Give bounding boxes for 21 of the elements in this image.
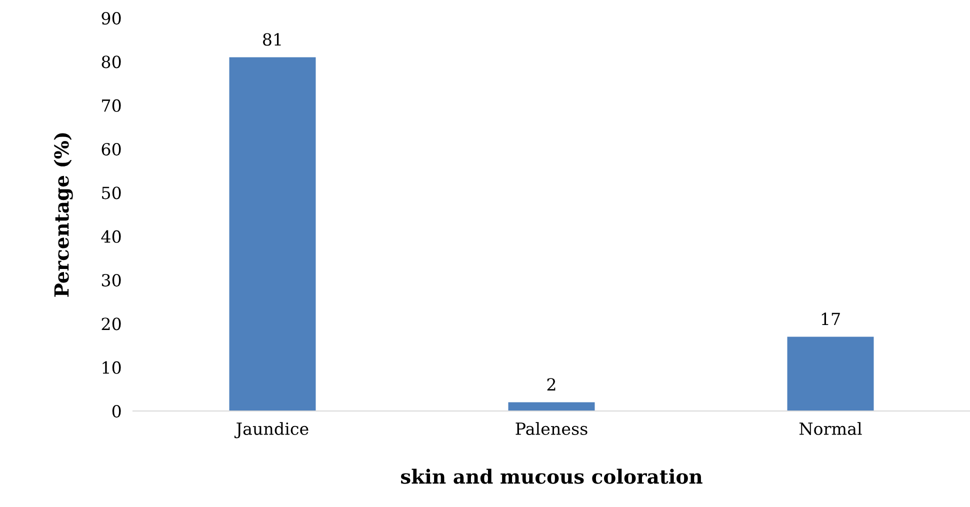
x-tick-label: Jaundice [234, 422, 308, 438]
y-tick-label: 40 [101, 230, 121, 243]
data-label: 81 [263, 33, 281, 46]
x-tick-label: Paleness [516, 422, 588, 436]
y-tick-label: 30 [102, 274, 121, 287]
y-tick-label: 80 [102, 56, 121, 68]
y-tick-label: 50 [102, 186, 121, 200]
data-label: 17 [822, 312, 840, 325]
y-tick-label: 10 [102, 361, 121, 374]
x-axis-title: skin and mucous coloration [401, 468, 702, 484]
y-axis-title: Percentage (%) [54, 133, 73, 297]
y-tick-label: 20 [102, 318, 121, 330]
bar [508, 402, 595, 411]
y-tick-label: 90 [102, 12, 121, 25]
y-tick-label: 70 [102, 99, 121, 112]
y-tick-label: 60 [102, 142, 121, 156]
bar [229, 57, 316, 411]
y-tick-label: 0 [112, 404, 121, 418]
data-label: 2 [547, 378, 556, 390]
bar [787, 336, 874, 411]
x-tick-label: Normal [799, 422, 862, 436]
